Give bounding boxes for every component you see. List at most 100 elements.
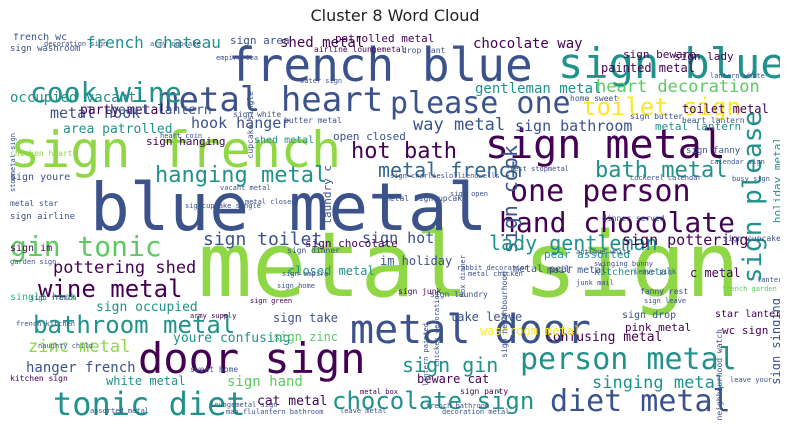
word: diet metal (550, 384, 731, 419)
word: lantern white (710, 72, 765, 80)
word: wine metal (38, 275, 183, 303)
word: single hook (10, 292, 77, 303)
word: french chateau (86, 33, 221, 52)
word: garden sign (10, 258, 57, 266)
word: take leave (450, 310, 523, 324)
word: sign junk (398, 287, 442, 296)
word: french blue (228, 38, 533, 92)
word: rabbit decoration (457, 264, 529, 272)
word: gin tonic (10, 230, 162, 263)
word: pear assorted (544, 248, 631, 261)
word: tonic diet (53, 385, 246, 423)
word: shed metal (280, 35, 365, 51)
word: hanging metal (155, 163, 328, 188)
word: metal door (350, 307, 591, 353)
word: army cupcake (150, 40, 201, 48)
word: swinging bunny (594, 260, 654, 268)
word: decoration metal (442, 408, 510, 416)
word: singing metal (592, 373, 726, 393)
word: cupcake single (246, 91, 255, 159)
word: decoration sign (44, 40, 108, 48)
word: metal french (378, 158, 523, 182)
word: beware cat (417, 372, 490, 386)
word: loungemetal sign (210, 401, 278, 409)
word: sign im (10, 243, 53, 254)
word: sign hanging (146, 135, 226, 148)
word: heart lantern (682, 116, 745, 125)
word: one person (510, 174, 691, 209)
word: lantern painted (422, 323, 430, 387)
chart-title: Cluster 8 Word Cloud (310, 6, 480, 25)
word: c metal (690, 266, 741, 280)
word: area patrolled (63, 122, 173, 137)
word: sign pottering (622, 231, 749, 249)
word: holiday metal (771, 137, 780, 224)
word: box dinner (459, 255, 467, 298)
word: chocolate sign (332, 387, 535, 415)
word: busy sign (732, 175, 770, 183)
word: chicken heart (10, 149, 73, 158)
word: sign youre (10, 172, 71, 183)
word: bath metal (595, 158, 728, 183)
word: sign leave (644, 297, 687, 305)
word: sign open (450, 190, 488, 198)
word: sign lady (674, 50, 734, 63)
word: sign toilet (203, 229, 323, 250)
word: white metal (106, 374, 186, 388)
word: cat metal (257, 394, 328, 409)
word: junk mail (576, 279, 614, 287)
word: water sign (300, 77, 343, 85)
word: sign take (273, 311, 339, 325)
word: sign butter (630, 112, 683, 121)
word: army supply (190, 312, 237, 320)
word: metal signcupcake (385, 194, 467, 203)
word: butter metal (284, 116, 342, 125)
word: metal pear (513, 264, 574, 275)
word: sign chocolate (305, 237, 398, 250)
word: painted metal (601, 61, 695, 75)
word: shed metal (254, 135, 315, 146)
word: sign fanny (686, 146, 741, 156)
word: door sign (138, 334, 366, 383)
word: pottering shed (53, 258, 197, 278)
word: kitchen sign (10, 374, 68, 383)
word: airline loungemetal (314, 45, 406, 54)
word: toilet metal (682, 102, 769, 116)
word: way metal (413, 115, 506, 135)
word: sign charlieslollienowells (390, 172, 500, 180)
word: sign hand (227, 374, 303, 390)
word: sweet home (190, 365, 239, 374)
word: metal sign (198, 213, 740, 318)
word: sign beware (623, 48, 696, 61)
word: sign bathroom (515, 117, 633, 135)
word: toilet sign (582, 93, 741, 121)
word: sign cupcake (723, 234, 780, 243)
word: french garden (722, 285, 777, 293)
word: bathroom metal (33, 311, 236, 339)
word: sign dinner (287, 246, 340, 255)
word: open closed (333, 130, 406, 143)
word: sign area (230, 34, 290, 47)
word: occupied vacant (10, 90, 137, 106)
word: blue metal (90, 169, 488, 246)
word: chicken decoration (433, 291, 441, 367)
word: sign empire (282, 270, 329, 278)
word: leave your (730, 376, 773, 384)
word: gentleman metal (475, 81, 602, 97)
word: assorted metal (90, 407, 150, 415)
word: sign party (460, 387, 509, 396)
word: sign occupied (96, 300, 198, 315)
word: naughty child (38, 342, 93, 350)
word: sign french (30, 294, 77, 302)
word: signcupcake single (185, 202, 261, 210)
word: patrolled metal (335, 33, 435, 45)
word: please one (390, 86, 571, 121)
word: sign zinc (273, 330, 339, 344)
word: laundry c (321, 165, 334, 225)
word: french bathroom (426, 402, 490, 410)
word-cloud: metal sign blue metal sign french french… (10, 33, 780, 423)
word: sign home (277, 282, 315, 290)
word: hook hanger (191, 114, 291, 132)
word: sign airline (10, 212, 76, 222)
word: person metal (520, 342, 737, 377)
